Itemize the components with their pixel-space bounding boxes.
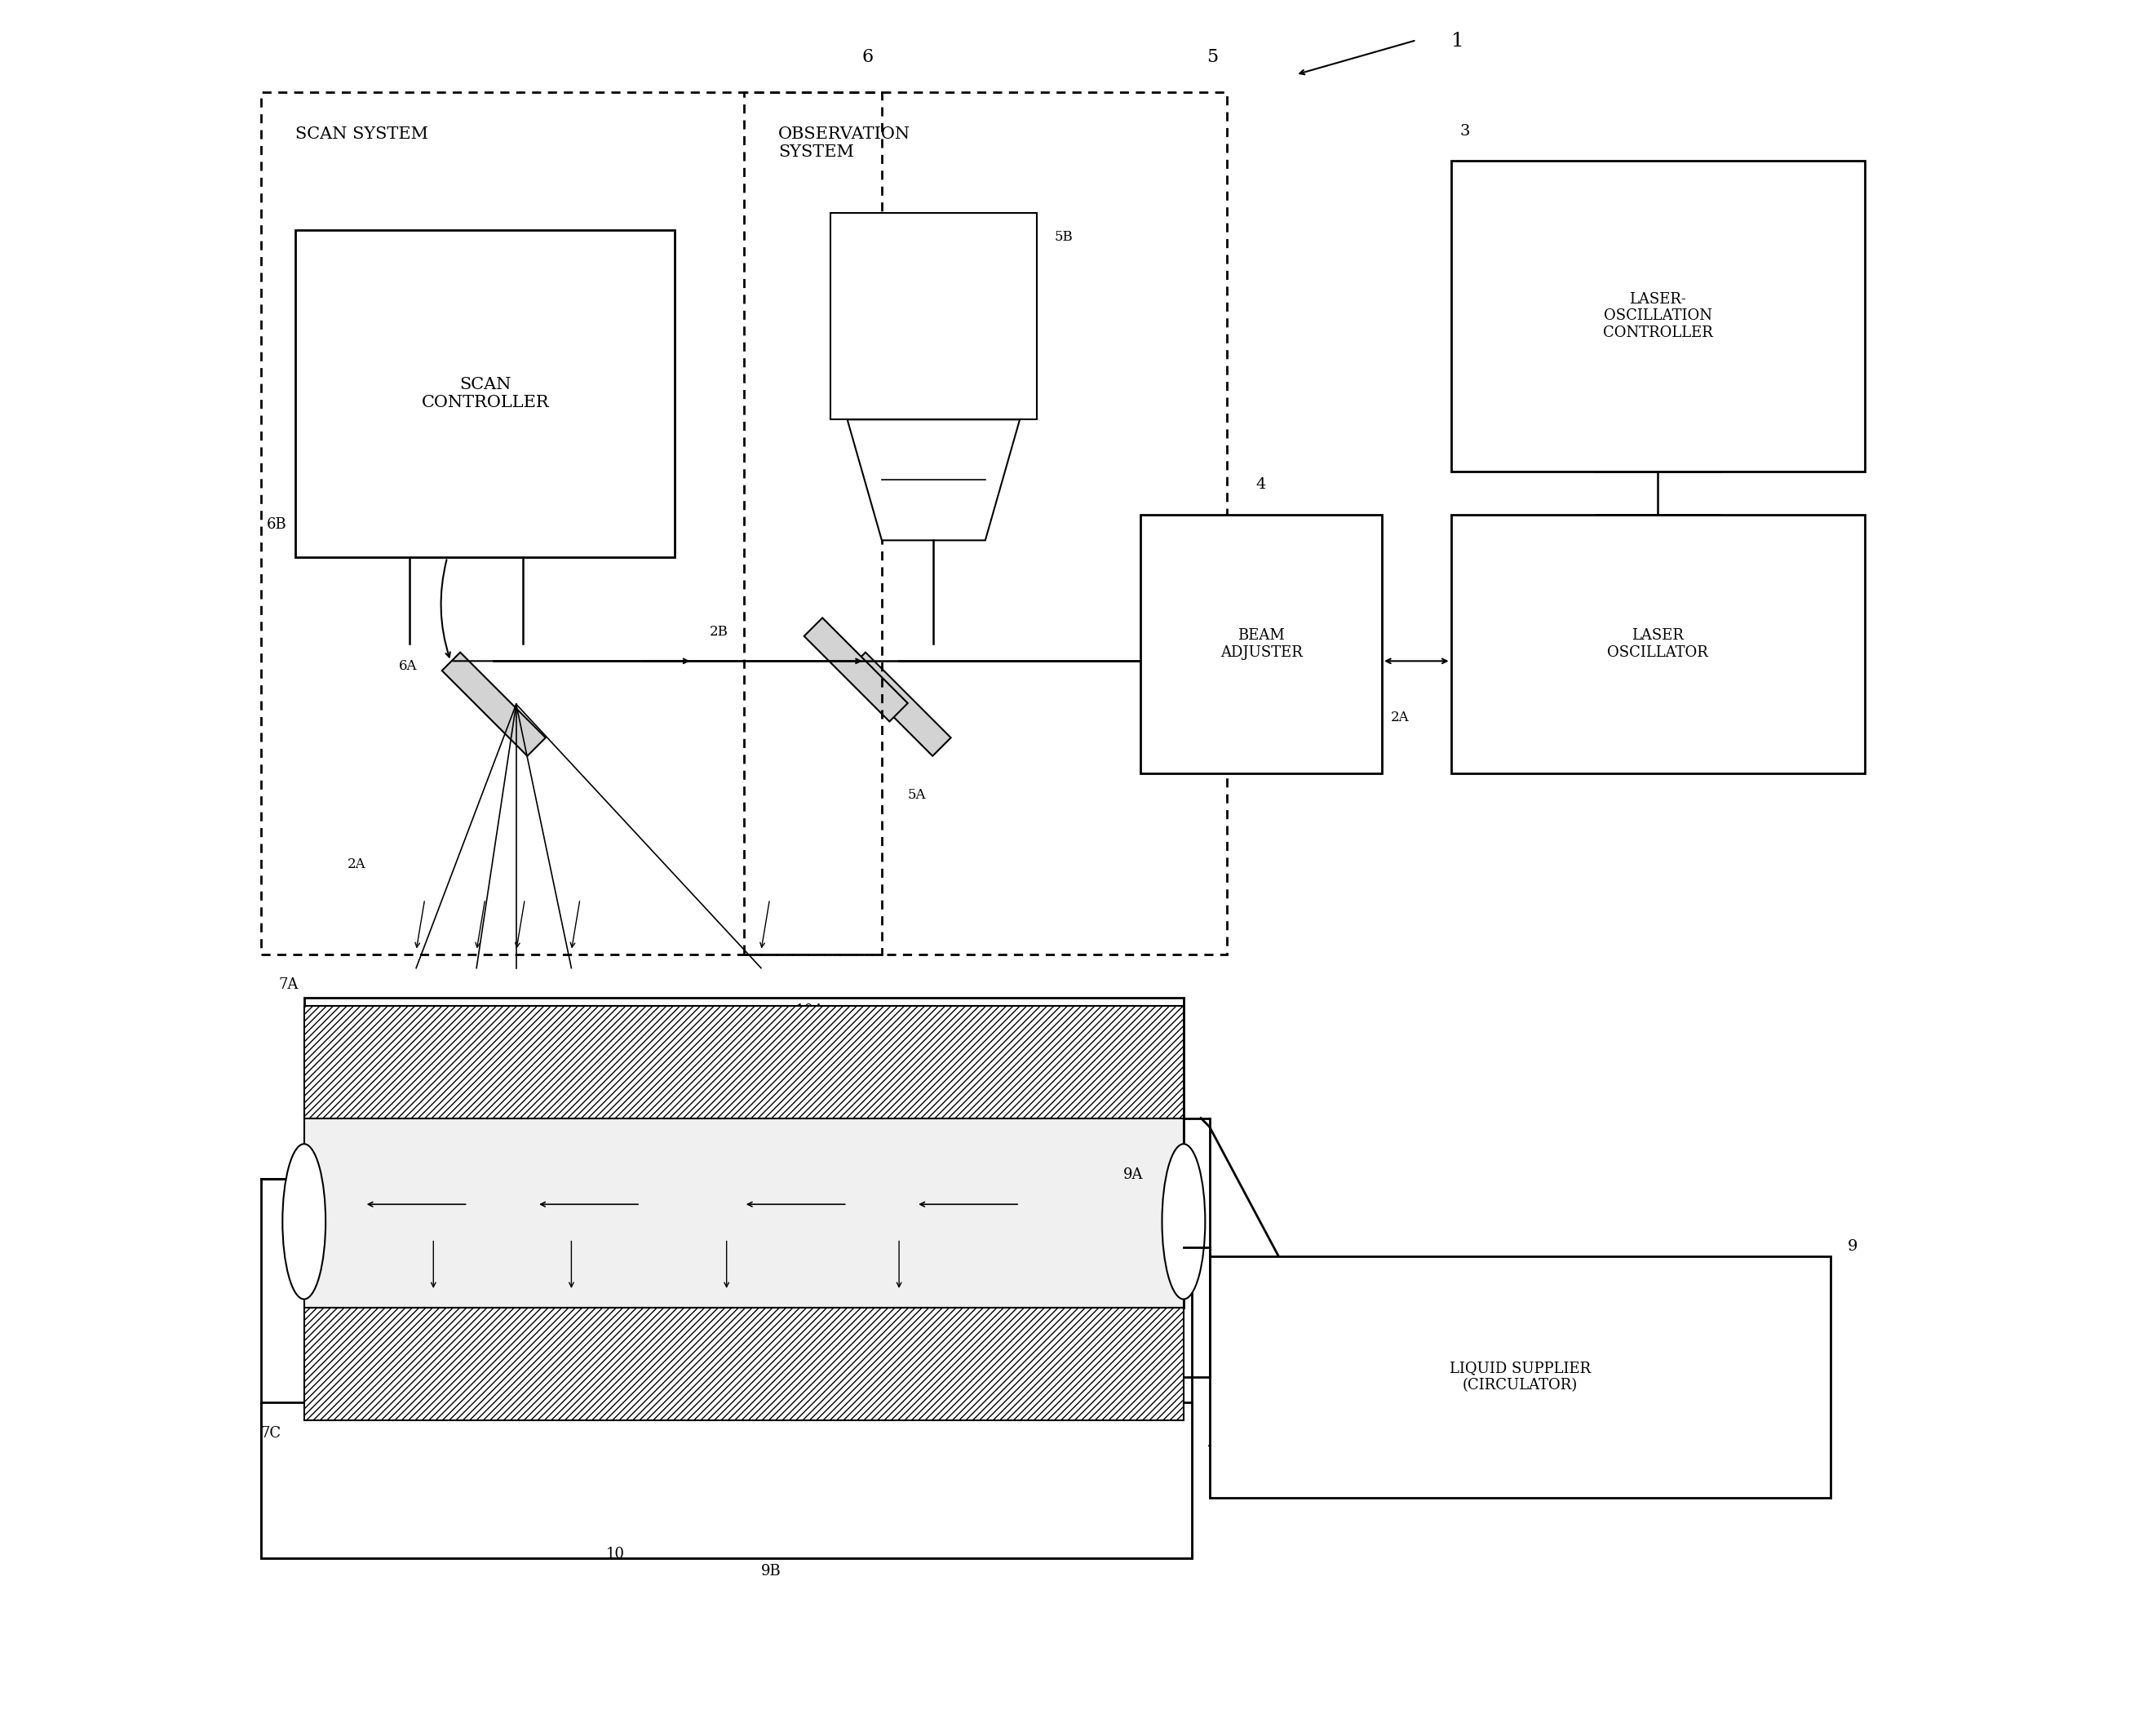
Bar bbox=[1451, 514, 1864, 773]
Text: 5B: 5B bbox=[1054, 229, 1074, 243]
Bar bbox=[304, 1005, 1183, 1118]
Text: 4: 4 bbox=[1256, 477, 1267, 491]
Bar bbox=[744, 92, 1226, 955]
Bar bbox=[261, 92, 881, 955]
Bar bbox=[829, 212, 1037, 420]
Text: SCAN
CONTROLLER: SCAN CONTROLLER bbox=[422, 377, 549, 410]
Text: 5A: 5A bbox=[909, 788, 926, 802]
Text: SCAN SYSTEM: SCAN SYSTEM bbox=[296, 127, 429, 142]
Bar bbox=[304, 1118, 1183, 1307]
Text: 7C: 7C bbox=[261, 1425, 281, 1441]
Text: 5: 5 bbox=[1207, 49, 1217, 66]
Bar bbox=[261, 1179, 1192, 1557]
Text: 3: 3 bbox=[1459, 123, 1470, 139]
Bar bbox=[304, 1307, 1183, 1420]
Bar bbox=[296, 229, 675, 557]
Text: 10A: 10A bbox=[795, 1003, 825, 1017]
Bar bbox=[261, 1403, 1192, 1557]
Text: LASER-
OSCILLATION
CONTROLLER: LASER- OSCILLATION CONTROLLER bbox=[1603, 292, 1712, 340]
Ellipse shape bbox=[283, 1144, 326, 1299]
Text: 7: 7 bbox=[1140, 1021, 1151, 1035]
Text: 2A: 2A bbox=[1391, 710, 1408, 724]
Bar bbox=[1451, 161, 1864, 472]
Text: 6A: 6A bbox=[399, 660, 418, 674]
Text: 6B: 6B bbox=[266, 517, 287, 531]
Bar bbox=[1209, 1257, 1830, 1498]
Text: LIQUID SUPPLIER
(CIRCULATOR): LIQUID SUPPLIER (CIRCULATOR) bbox=[1449, 1361, 1590, 1392]
FancyBboxPatch shape bbox=[441, 653, 546, 755]
Text: 9B: 9B bbox=[761, 1564, 782, 1578]
Text: 10: 10 bbox=[606, 1547, 624, 1561]
Text: OBSERVATION
SYSTEM: OBSERVATION SYSTEM bbox=[778, 127, 911, 160]
Text: 7B: 7B bbox=[1106, 1382, 1125, 1397]
Text: 9: 9 bbox=[1847, 1240, 1858, 1253]
Polygon shape bbox=[846, 420, 1020, 540]
Text: 1: 1 bbox=[1451, 31, 1464, 50]
Text: 8: 8 bbox=[555, 1029, 564, 1043]
FancyBboxPatch shape bbox=[804, 618, 909, 722]
Text: 6: 6 bbox=[861, 49, 872, 66]
Text: 2A: 2A bbox=[347, 858, 366, 871]
FancyBboxPatch shape bbox=[846, 653, 951, 755]
Text: LASER
OSCILLATOR: LASER OSCILLATOR bbox=[1607, 628, 1708, 660]
Text: BEAM
ADJUSTER: BEAM ADJUSTER bbox=[1219, 628, 1303, 660]
Bar bbox=[304, 998, 1183, 1307]
Text: 2: 2 bbox=[1459, 297, 1470, 311]
Text: 9A: 9A bbox=[1123, 1167, 1142, 1182]
Text: 2B: 2B bbox=[709, 625, 729, 639]
Ellipse shape bbox=[1162, 1144, 1204, 1299]
Text: 7A: 7A bbox=[279, 977, 298, 991]
Bar bbox=[1140, 514, 1382, 773]
